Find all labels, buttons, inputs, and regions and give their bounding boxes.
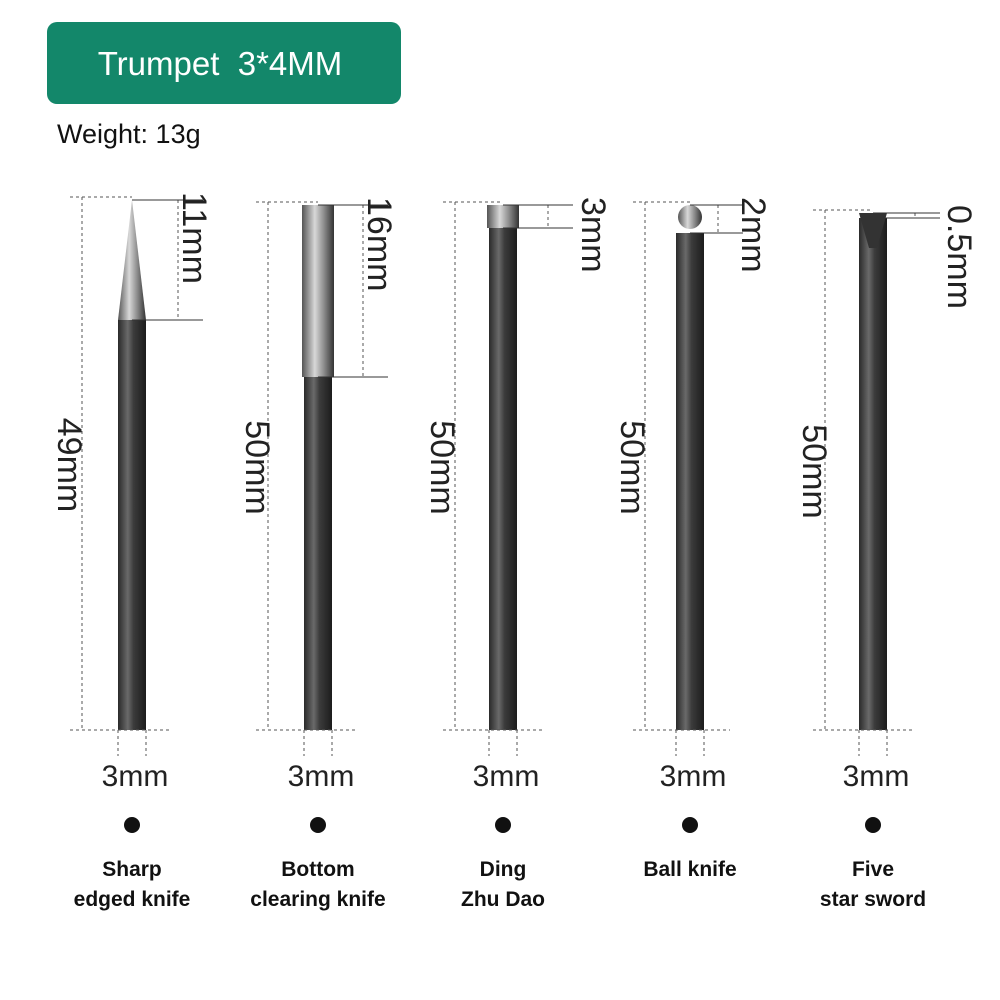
tool-name: Ball knife xyxy=(643,858,736,881)
length-label: 50mm xyxy=(613,420,651,514)
diameter-label: 3mm xyxy=(843,760,910,793)
weight: Weight: 13g xyxy=(57,119,201,149)
tool-name: Sharp xyxy=(102,858,162,881)
diameter-label: 3mm xyxy=(473,760,540,793)
length-label: 50mm xyxy=(238,420,276,514)
bullet xyxy=(310,817,326,833)
length-label: 49mm xyxy=(50,418,88,512)
title: Trumpet 3*4MM xyxy=(98,45,343,82)
shaft xyxy=(859,218,887,730)
tool-name: Five xyxy=(852,858,894,881)
tip-label: 0.5mm xyxy=(940,205,978,309)
diameter-label: 3mm xyxy=(660,760,727,793)
bullet xyxy=(682,817,698,833)
tip xyxy=(678,205,702,229)
shaft xyxy=(118,320,146,730)
tool-name: Zhu Dao xyxy=(461,888,545,911)
length-label: 50mm xyxy=(423,420,461,514)
length-label: 50mm xyxy=(795,424,833,518)
diameter-label: 3mm xyxy=(102,760,169,793)
tip xyxy=(859,213,887,248)
diameter-label: 3mm xyxy=(288,760,355,793)
tool-name: edged knife xyxy=(74,888,191,911)
tool-name: clearing knife xyxy=(250,888,385,911)
tip-label: 16mm xyxy=(360,197,398,291)
tool-name: Bottom xyxy=(281,858,354,881)
shaft xyxy=(489,228,517,730)
tip xyxy=(302,205,334,377)
shaft xyxy=(676,233,704,730)
bullet xyxy=(124,817,140,833)
tip-label: 11mm xyxy=(175,192,213,284)
bullet xyxy=(495,817,511,833)
tool-name: Ding xyxy=(480,858,527,881)
tools: 49mm 11mm 3mm Sharp edged knife 50mm 16mm 3mm Bo… xyxy=(50,192,978,911)
tool-name: star sword xyxy=(820,888,926,911)
tip xyxy=(118,200,146,320)
tip xyxy=(487,205,519,228)
bullet xyxy=(865,817,881,833)
title-badge xyxy=(47,22,401,104)
tip-label: 2mm xyxy=(734,197,772,273)
tip-label: 3mm xyxy=(574,197,612,273)
shaft xyxy=(304,377,332,730)
